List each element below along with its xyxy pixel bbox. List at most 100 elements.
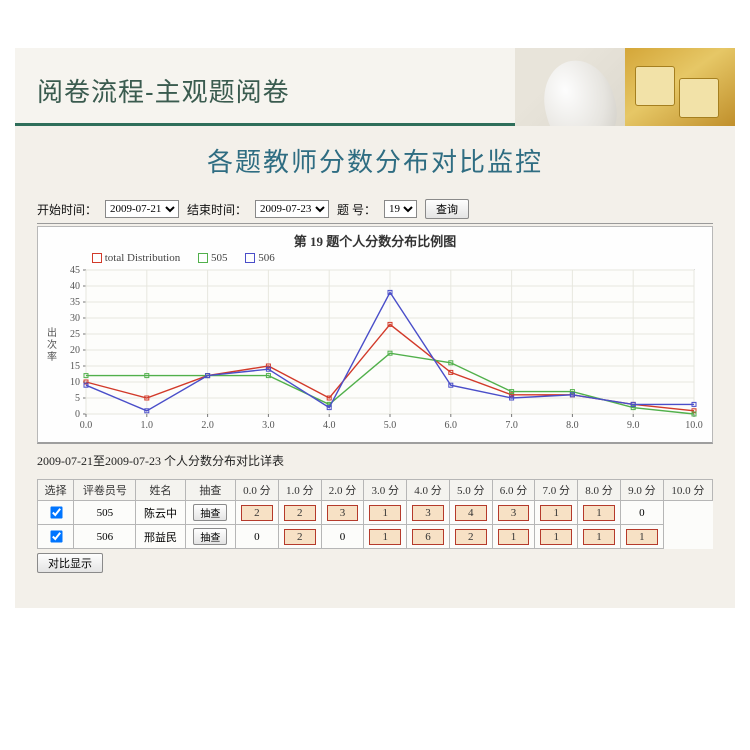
select-checkbox[interactable]: [50, 530, 62, 542]
score-cell: 4: [449, 501, 492, 525]
svg-text:7.0: 7.0: [505, 420, 517, 431]
svg-text:40: 40: [70, 281, 80, 292]
line-chart: 0 5 10 15 20 25 30 35 40 45 0.0 1.0 2.0 3.0 4.0 5.0 6.0 7…: [44, 266, 704, 436]
legend-label: total Distribution: [102, 252, 180, 264]
score-cell: 3: [407, 501, 450, 525]
svg-text:1.0: 1.0: [141, 420, 154, 431]
score-cell: 6: [407, 525, 450, 549]
score-cell: 1: [364, 525, 407, 549]
score-cell: 3: [321, 501, 364, 525]
svg-text:2.0: 2.0: [201, 420, 214, 431]
col-header: 评卷员号: [74, 480, 136, 501]
score-cell: 2: [278, 501, 321, 525]
col-header: 姓名: [136, 480, 185, 501]
svg-text:6.0: 6.0: [445, 420, 458, 431]
end-time-label: 结束时间：: [187, 201, 247, 218]
compare-row: 对比显示: [37, 553, 735, 573]
svg-text:25: 25: [70, 329, 80, 340]
y-axis-label: 出次率: [46, 328, 58, 364]
score-cell: 1: [578, 501, 621, 525]
legend-swatch: [198, 253, 208, 263]
rater-id: 506: [74, 525, 136, 549]
legend-label: 505: [208, 252, 227, 264]
spot-check-button[interactable]: 抽查: [193, 504, 227, 521]
question-no-select[interactable]: 19: [384, 200, 417, 218]
score-cell: 1: [535, 525, 578, 549]
sub-title: 各题教师分数分布对比监控: [15, 142, 735, 179]
rater-name: 邢益民: [136, 525, 185, 549]
end-time-select[interactable]: 2009-07-23: [255, 200, 329, 218]
col-header: 抽查: [185, 480, 235, 501]
decor-strip: [515, 48, 735, 126]
score-cell: 3: [492, 501, 535, 525]
rater-id: 505: [74, 501, 136, 525]
divider: [37, 223, 713, 224]
start-time-select[interactable]: 2009-07-21: [105, 200, 179, 218]
decor-keys-image: [625, 48, 735, 126]
decor-mouse-image: [515, 48, 625, 126]
chart-title: 第 19 题个人分数分布比例图: [44, 229, 706, 250]
score-cell: 0: [620, 501, 663, 525]
svg-text:8.0: 8.0: [566, 420, 579, 431]
query-row: 开始时间： 2009-07-21 结束时间： 2009-07-23 题 号： 1…: [37, 199, 735, 219]
legend-swatch: [92, 253, 102, 263]
svg-text:0.0: 0.0: [80, 420, 93, 431]
col-header: 2.0 分: [321, 480, 364, 501]
spot-check-button[interactable]: 抽查: [193, 528, 227, 545]
svg-text:10.0: 10.0: [685, 420, 703, 431]
score-cell: 2: [236, 501, 279, 525]
svg-text:5: 5: [75, 393, 80, 404]
col-header: 5.0 分: [449, 480, 492, 501]
question-no-label: 题 号：: [337, 201, 376, 218]
score-table: 选择评卷员号姓名抽查0.0 分1.0 分2.0 分3.0 分4.0 分5.0 分…: [37, 479, 713, 549]
range-caption: 2009-07-21至2009-07-23 个人分数分布对比详表: [37, 452, 735, 469]
chart-legend: total Distribution 505 506: [92, 252, 706, 264]
col-header: 1.0 分: [278, 480, 321, 501]
table-row: 505陈云中抽查2231343110: [38, 501, 713, 525]
svg-text:9.0: 9.0: [627, 420, 640, 431]
svg-text:30: 30: [70, 313, 80, 324]
col-header: 4.0 分: [407, 480, 450, 501]
score-cell: 0: [236, 525, 279, 549]
legend-item: 506: [245, 252, 274, 264]
score-cell: 1: [620, 525, 663, 549]
score-cell: 1: [535, 501, 578, 525]
legend-label: 506: [255, 252, 274, 264]
score-cell: 0: [321, 525, 364, 549]
chart-panel: 第 19 题个人分数分布比例图 total Distribution 505 5…: [37, 226, 713, 444]
select-checkbox[interactable]: [50, 506, 62, 518]
slide: 阅卷流程-主观题阅卷 各题教师分数分布对比监控 开始时间： 2009-07-21…: [15, 48, 735, 608]
col-header: 7.0 分: [535, 480, 578, 501]
col-header: 8.0 分: [578, 480, 621, 501]
legend-item: 505: [198, 252, 227, 264]
start-time-label: 开始时间：: [37, 201, 97, 218]
col-header: 3.0 分: [364, 480, 407, 501]
query-button[interactable]: 查询: [425, 199, 469, 219]
compare-button[interactable]: 对比显示: [37, 553, 103, 573]
score-cell: 1: [578, 525, 621, 549]
svg-text:5.0: 5.0: [384, 420, 397, 431]
svg-text:35: 35: [70, 297, 80, 308]
col-header: 0.0 分: [236, 480, 279, 501]
svg-text:0: 0: [75, 409, 80, 420]
score-cell: 1: [492, 525, 535, 549]
score-cell: 1: [364, 501, 407, 525]
rater-name: 陈云中: [136, 501, 185, 525]
col-header: 选择: [38, 480, 74, 501]
svg-text:20: 20: [70, 345, 80, 356]
col-header: 9.0 分: [620, 480, 663, 501]
svg-text:45: 45: [70, 266, 80, 276]
chart-body: 出次率 0 5 10 15 20 25 30 35 40 45 0.0 1.0 2.0 3.0 4.0 5.0…: [44, 266, 706, 436]
svg-text:3.0: 3.0: [262, 420, 275, 431]
score-cell: 2: [449, 525, 492, 549]
svg-text:4.0: 4.0: [323, 420, 336, 431]
legend-swatch: [245, 253, 255, 263]
header-bar: 阅卷流程-主观题阅卷: [15, 48, 735, 126]
col-header: 6.0 分: [492, 480, 535, 501]
svg-text:10: 10: [70, 377, 80, 388]
table-row: 506邢益民抽查0201621111: [38, 525, 713, 549]
score-cell: 2: [278, 525, 321, 549]
col-header: 10.0 分: [663, 480, 712, 501]
legend-item: total Distribution: [92, 252, 180, 264]
svg-text:15: 15: [70, 361, 80, 372]
